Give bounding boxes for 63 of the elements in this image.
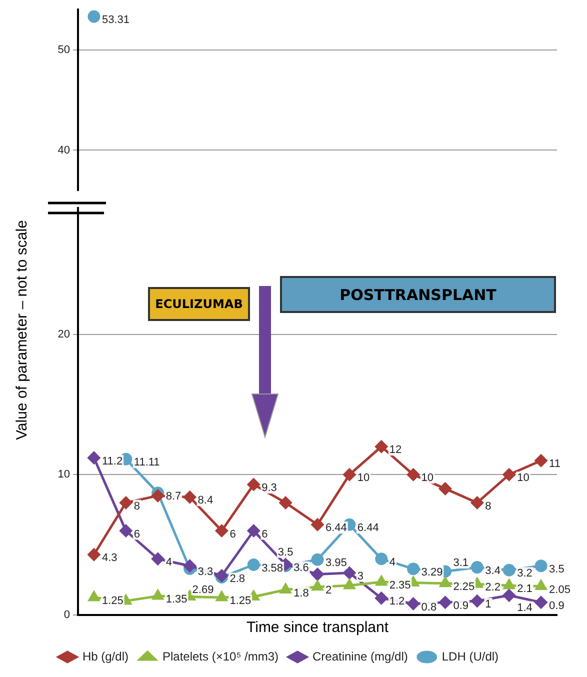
data-label: 8.4 — [198, 494, 214, 507]
y-tick-label: 10 — [58, 468, 70, 481]
legend-label: Platelets (×10⁵ /mm3) — [162, 649, 278, 664]
y-tick-label: 0 — [64, 609, 70, 622]
data-label: 4.3 — [102, 552, 118, 564]
data-label: 3.29 — [421, 566, 443, 578]
label-box: ECULIZUMAB — [148, 287, 250, 321]
data-label: 10 — [421, 472, 434, 484]
data-label: 6 — [262, 528, 268, 540]
y-axis-title: Value of parameter – not to scale — [14, 220, 30, 440]
data-label: 2.25 — [453, 580, 475, 593]
data-label: 9.3 — [262, 482, 277, 494]
data-label: 12 — [389, 444, 402, 456]
data-label: 4 — [389, 556, 396, 568]
x-axis-title: Time since transplant — [246, 619, 390, 636]
data-label: 10 — [357, 472, 370, 484]
data-label: 8 — [485, 500, 492, 512]
data-label: 3.95 — [326, 557, 347, 570]
data-label: 2.69 — [192, 584, 214, 596]
data-label: 1.25 — [230, 594, 252, 607]
data-label: 2.8 — [230, 573, 245, 586]
data-label: 0.9 — [453, 600, 469, 612]
data-label: 3.58 — [262, 562, 284, 574]
data-label: 2.05 — [549, 584, 570, 596]
data-label: 1.4 — [517, 602, 532, 614]
data-label: 8 — [134, 500, 140, 512]
data-label: 3.2 — [517, 568, 532, 580]
data-label: 2 — [326, 584, 332, 596]
data-label: 10 — [517, 472, 530, 484]
data-label: 1.8 — [294, 587, 309, 600]
y-tick-label: 20 — [58, 328, 70, 340]
legend-label: LDH (U/dl) — [442, 649, 499, 664]
data-label: 53.31 — [102, 14, 130, 26]
data-label: 6 — [230, 528, 236, 540]
y-tick-label: 50 — [58, 44, 70, 56]
data-label: 3.1 — [453, 557, 469, 570]
data-label: 6.44 — [326, 522, 347, 534]
legend-label: Creatinine (mg/dl) — [312, 649, 408, 664]
data-label: 1.25 — [102, 594, 124, 607]
data-label: 8.7 — [166, 490, 182, 502]
label-box: POSTTRANSPLANT — [280, 276, 556, 313]
data-label: 3.6 — [294, 562, 309, 574]
data-label: 6 — [134, 528, 140, 540]
legend-label: Hb (g/dl) — [82, 649, 128, 664]
data-label: 11.2 — [102, 455, 123, 468]
data-label: 3.5 — [278, 546, 294, 558]
data-label: 1.35 — [166, 594, 188, 606]
data-label: 2.35 — [389, 580, 411, 592]
data-label: 4 — [166, 556, 172, 568]
data-label: 1 — [485, 598, 492, 610]
data-label: 6.44 — [357, 522, 379, 534]
data-label: 3.4 — [485, 564, 500, 577]
y-tick-label: 40 — [58, 144, 70, 156]
data-label: 0.8 — [421, 601, 437, 614]
data-label: 0.9 — [549, 600, 564, 612]
data-label: 3.3 — [198, 566, 214, 578]
data-label: 3.5 — [549, 563, 564, 576]
data-label: 11.11 — [134, 456, 160, 469]
data-label: 2.1 — [517, 583, 532, 596]
data-label: 3 — [357, 570, 364, 582]
data-label: 2.2 — [485, 582, 500, 594]
data-label: 11 — [549, 458, 560, 470]
data-label: 1.2 — [389, 596, 405, 608]
